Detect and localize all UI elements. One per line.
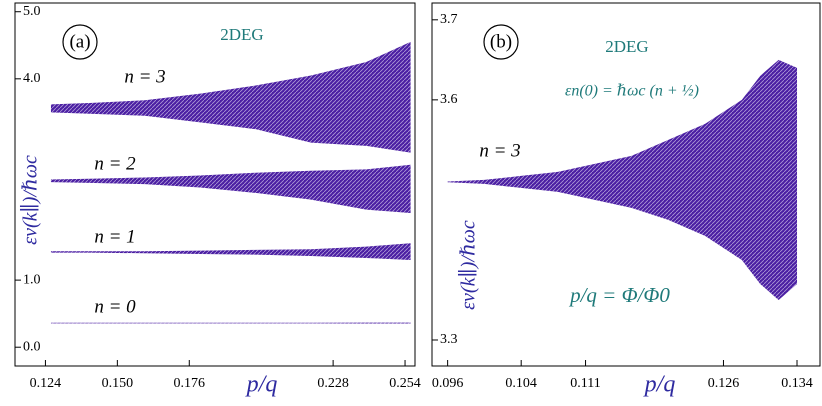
band-label: n = 1 [94,226,135,247]
band-label: n = 3 [124,66,165,87]
x-tick-label: 0.150 [102,376,134,391]
y-tick-label: 0.0 [23,339,41,354]
band-label: n = 3 [479,140,520,161]
plot-frame [431,2,821,367]
x-tick-label: 0.126 [708,376,740,391]
x-tick-label: 0.176 [174,376,206,391]
y-tick-label: 4.0 [23,71,41,86]
band-texture [50,243,411,260]
band-texture [50,322,411,324]
y-axis-label: εν(k∥)/ℏωc [20,155,42,245]
band-group [447,59,798,300]
panel-circle [62,24,98,60]
y-tick-label: 3.6 [440,92,458,107]
y-axis-label: εν(k∥)/ℏωc [458,220,480,310]
band-group [50,164,411,214]
y-tick-label: 3.3 [440,332,458,347]
band-texture [447,59,798,300]
y-tick-label: 1.0 [23,272,41,287]
band-group [50,243,411,260]
panel-circle [483,24,519,60]
band-group [50,322,411,324]
x-tick-label: 0.228 [317,376,349,391]
band-label: n = 2 [94,153,136,174]
annotation: 2DEG [605,37,648,56]
band-group [50,41,411,153]
plot-frame [14,2,416,367]
x-tick-label: 0.124 [30,376,62,391]
band-texture [50,41,411,153]
y-tick-label: 5.0 [23,4,41,19]
band-texture [50,164,411,214]
band-label: n = 0 [94,296,136,317]
formula: εn(0) = ℏωc (n + ½) [565,83,699,100]
x-axis-label: p/q [245,372,278,398]
x-axis-label: p/q [643,372,676,398]
annotation: 2DEG [220,25,263,44]
x-tick-label: 0.096 [432,376,464,391]
y-tick-label: 3.7 [440,12,458,27]
x-tick-label: 0.254 [389,376,421,391]
x-tick-label: 0.111 [570,376,600,391]
x-tick-label: 0.104 [505,376,537,391]
x-tick-label: 0.134 [781,376,813,391]
relation: p/q = Φ/Φ0 [568,283,670,307]
panel-label: (b) [490,31,512,52]
panel-label: (a) [69,31,90,52]
